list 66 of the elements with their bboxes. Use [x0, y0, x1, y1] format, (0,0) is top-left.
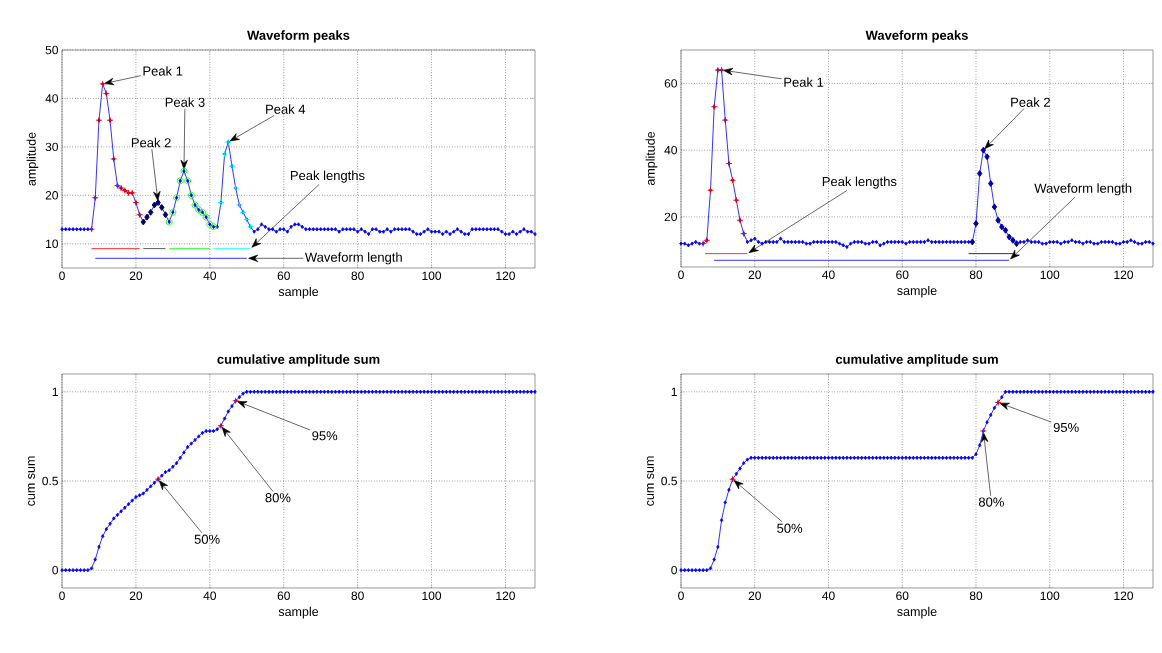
x-tick-label: 100 [422, 271, 442, 281]
y-tick-label: 40 [664, 145, 678, 155]
annotation: 80% [978, 497, 1004, 507]
x-tick-label: 80 [351, 271, 364, 281]
x-tick-label: 20 [748, 591, 761, 601]
annotation: 95% [1053, 422, 1079, 433]
x-tick-label: 80 [969, 591, 983, 601]
x-tick-label: 40 [822, 591, 835, 601]
x-tick-label: 120 [496, 271, 515, 281]
chart-title: Waveform peaks [247, 30, 350, 43]
annotation: 95% [312, 431, 338, 441]
x-tick-label: 100 [1040, 270, 1060, 280]
y-tick-label: 60 [664, 79, 678, 88]
annotation: 50% [777, 523, 803, 533]
x-tick-label: 120 [1114, 270, 1134, 280]
annotation: 80% [265, 493, 291, 503]
y-axis-title: amplitude [26, 132, 39, 186]
x-tick-label: 120 [1114, 591, 1134, 601]
chart-title: cumulative amplitude sum [217, 354, 380, 367]
x-tick-label: 20 [748, 270, 761, 280]
y-tick-label: 20 [45, 191, 59, 200]
y-axis-title: cum sum [28, 456, 35, 506]
annotation: Peak 1 [784, 77, 824, 87]
x-tick-label: 20 [129, 591, 143, 601]
x-tick-label: 100 [422, 591, 442, 601]
annotation: Peak lengths [290, 170, 365, 183]
x-tick-label: 40 [203, 591, 217, 601]
y-tick-label: 20 [664, 212, 678, 222]
annotation: Waveform length [1034, 183, 1132, 196]
x-tick-label: 60 [277, 591, 290, 601]
x-tick-label: 60 [896, 591, 909, 601]
y-tick-label: 0.5 [42, 476, 58, 486]
y-tick-label: 0 [671, 565, 678, 575]
x-axis-title: sample [278, 286, 319, 299]
x-tick-label: 60 [277, 271, 290, 281]
x-axis-title: sample [278, 606, 319, 619]
annotation: Peak 2 [1011, 97, 1050, 107]
y-tick-label: 1 [671, 387, 677, 396]
annotation: Peak 3 [165, 97, 205, 107]
y-tick-label: 0 [52, 565, 59, 575]
y-tick-label: 50 [45, 45, 59, 55]
x-tick-label: 80 [351, 591, 364, 601]
annotation: Waveform length [304, 252, 402, 265]
annotation: Peak 1 [143, 66, 183, 76]
annotation: Peak 2 [131, 137, 171, 148]
y-axis-title: amplitude [645, 131, 658, 186]
x-tick-label: 20 [129, 271, 143, 281]
x-tick-label: 120 [496, 591, 515, 601]
x-tick-label: 40 [203, 271, 217, 281]
y-tick-label: 10 [46, 239, 59, 249]
x-tick-label: 60 [896, 270, 909, 280]
x-tick-label: 40 [822, 270, 835, 280]
x-tick-label: 100 [1040, 591, 1060, 601]
annotation: Peak lengths [822, 176, 897, 189]
y-tick-label: 40 [45, 94, 59, 103]
x-axis-title: sample [897, 285, 937, 298]
x-tick-label: 80 [969, 270, 983, 280]
y-tick-label: 0.5 [661, 476, 677, 486]
annotation: Peak 4 [266, 104, 306, 114]
annotation: 50% [194, 534, 220, 544]
y-tick-label: 30 [45, 142, 59, 152]
x-axis-title: sample [897, 606, 937, 619]
chart-title: Waveform peaks [865, 30, 968, 43]
y-tick-label: 1 [52, 387, 58, 396]
chart-title: cumulative amplitude sum [835, 354, 998, 367]
y-axis-title: cum sum [647, 456, 654, 506]
